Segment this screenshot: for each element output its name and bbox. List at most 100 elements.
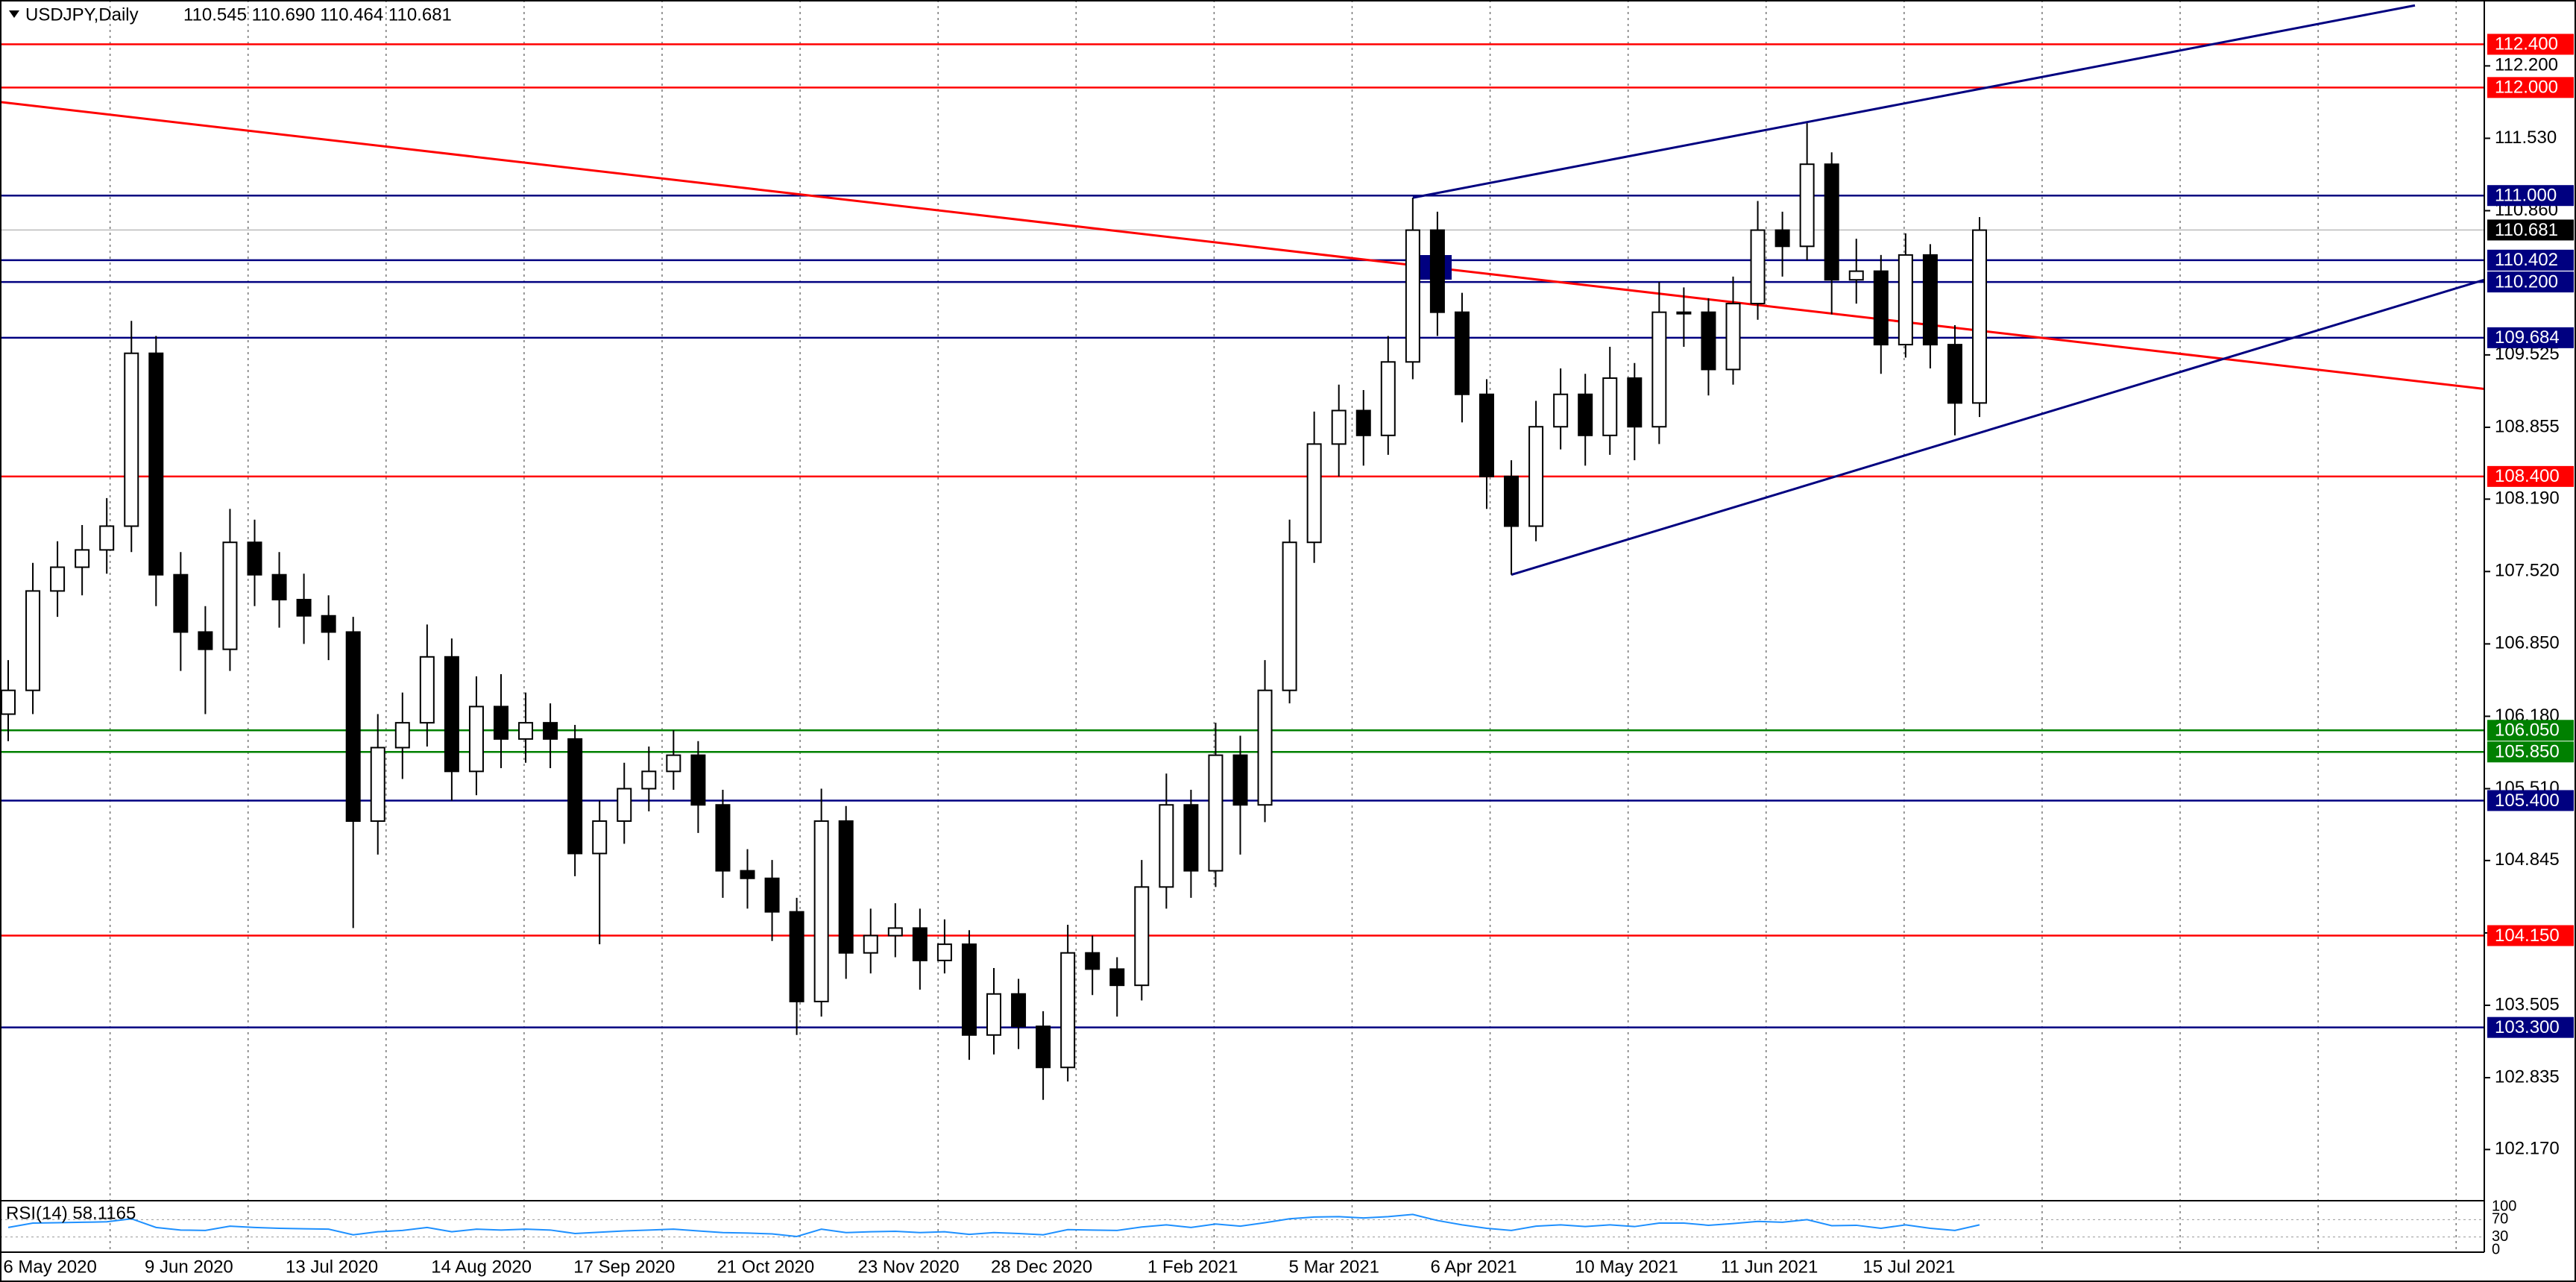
candle-body (1331, 409, 1347, 445)
level-label: 112.400 (2495, 34, 2558, 54)
candle-body (1947, 344, 1962, 404)
level-label: 110.681 (2495, 220, 2558, 240)
level-label: 110.402 (2495, 250, 2558, 270)
candle-body (1504, 475, 1520, 527)
candle-body (1355, 409, 1371, 436)
grid (0, 0, 2484, 1252)
level-label-box (2487, 1017, 2574, 1038)
level-label: 106.050 (2495, 720, 2560, 741)
candle-body (1848, 270, 1864, 281)
candle-body (198, 631, 213, 650)
level-label: 110.200 (2495, 271, 2558, 292)
x-tick-label: 6 May 2020 (3, 1257, 96, 1277)
y-tick-label: 102.170 (2495, 1139, 2560, 1159)
candle-body (936, 943, 952, 961)
candle-body (567, 738, 583, 855)
candle-body (740, 870, 755, 879)
level-label-box (2487, 741, 2574, 763)
y-tick-label: 103.505 (2495, 994, 2560, 1014)
candle-body (1750, 229, 1766, 305)
candle-body (1553, 393, 1569, 428)
candle-body (912, 927, 928, 961)
candle-body (666, 754, 681, 773)
level-label-box (2487, 925, 2574, 946)
candle-body (1036, 1025, 1051, 1069)
candle-body (1085, 952, 1100, 970)
y-tick-label: 108.190 (2495, 488, 2560, 509)
candle-body (1232, 754, 1248, 806)
candle-body (813, 820, 829, 1002)
candle-body (961, 943, 977, 1036)
candles (1, 123, 1987, 1238)
candle-body (543, 722, 558, 740)
candle-body (1306, 443, 1322, 544)
x-tick-label: 17 Sep 2020 (573, 1257, 675, 1277)
candle-body (494, 706, 508, 740)
candle-body (1159, 804, 1174, 888)
y-tick-label: 104.845 (2495, 849, 2560, 870)
level-label-box (2487, 271, 2574, 293)
menu-triangle[interactable] (9, 10, 19, 18)
level-label-box (2487, 185, 2574, 207)
candle-body (1282, 541, 1297, 691)
x-tick-label: 1 Feb 2021 (1147, 1257, 1238, 1277)
candle-body (1578, 393, 1593, 436)
candle-body (25, 590, 41, 691)
y-tick-label: 102.835 (2495, 1066, 2560, 1087)
candle-body (789, 911, 804, 1002)
x-tick-label: 14 Aug 2020 (431, 1257, 532, 1277)
candle-body (173, 574, 189, 633)
candle-body (764, 877, 780, 913)
level-label: 105.400 (2495, 791, 2560, 811)
candle-body (124, 352, 139, 527)
candle-body (1208, 754, 1224, 872)
candle-body (641, 770, 657, 790)
level-label: 108.400 (2495, 466, 2560, 486)
y-tick-label: 111.530 (2495, 128, 2557, 148)
candle-body (1602, 377, 1618, 436)
candle-body (148, 352, 164, 576)
level-label-box (2487, 77, 2574, 98)
candle-body (1134, 886, 1150, 987)
candle-body (1824, 163, 1839, 281)
level-label-box (2487, 327, 2574, 348)
candle-body (1701, 311, 1716, 371)
candle-body (690, 754, 706, 806)
candle-body (271, 574, 287, 601)
x-tick-label: 10 May 2021 (1575, 1257, 1678, 1277)
y-tick-label: 112.200 (2495, 55, 2558, 75)
candle-body (345, 631, 361, 822)
candle-body (715, 804, 731, 872)
candle-body (50, 566, 66, 592)
candle-body (99, 525, 115, 551)
level-label-box (2487, 465, 2574, 487)
rsi-tick-label: 100 (2492, 1198, 2516, 1214)
candle-body (444, 656, 459, 773)
x-tick-label: 21 Oct 2020 (717, 1257, 814, 1277)
trend-line (0, 101, 2485, 391)
x-tick-label: 28 Dec 2020 (991, 1257, 1092, 1277)
x-tick-label: 13 Jul 2020 (286, 1257, 378, 1277)
level-label: 109.684 (2495, 327, 2560, 348)
chart-title: USDJPY,Daily (25, 4, 139, 25)
candle-body (247, 541, 262, 576)
rsi-tick-label: 0 (2492, 1241, 2500, 1257)
candle-body (1109, 968, 1125, 987)
candle-body (887, 927, 903, 937)
candle-body (321, 615, 336, 633)
rsi-tick-label: 30 (2492, 1228, 2508, 1245)
candle-body (1898, 254, 1913, 346)
candle-body (838, 820, 854, 954)
rsi-tick-label: 70 (2492, 1211, 2508, 1228)
candle-body (863, 934, 878, 954)
level-label: 103.300 (2495, 1017, 2560, 1037)
candle-body (1774, 229, 1790, 248)
level-label-box (2487, 34, 2574, 55)
quote: 110.545 110.690 110.464 110.681 (183, 4, 452, 25)
candle-body (370, 747, 385, 822)
candle-body (1454, 311, 1470, 395)
candle-body (1060, 952, 1076, 1069)
